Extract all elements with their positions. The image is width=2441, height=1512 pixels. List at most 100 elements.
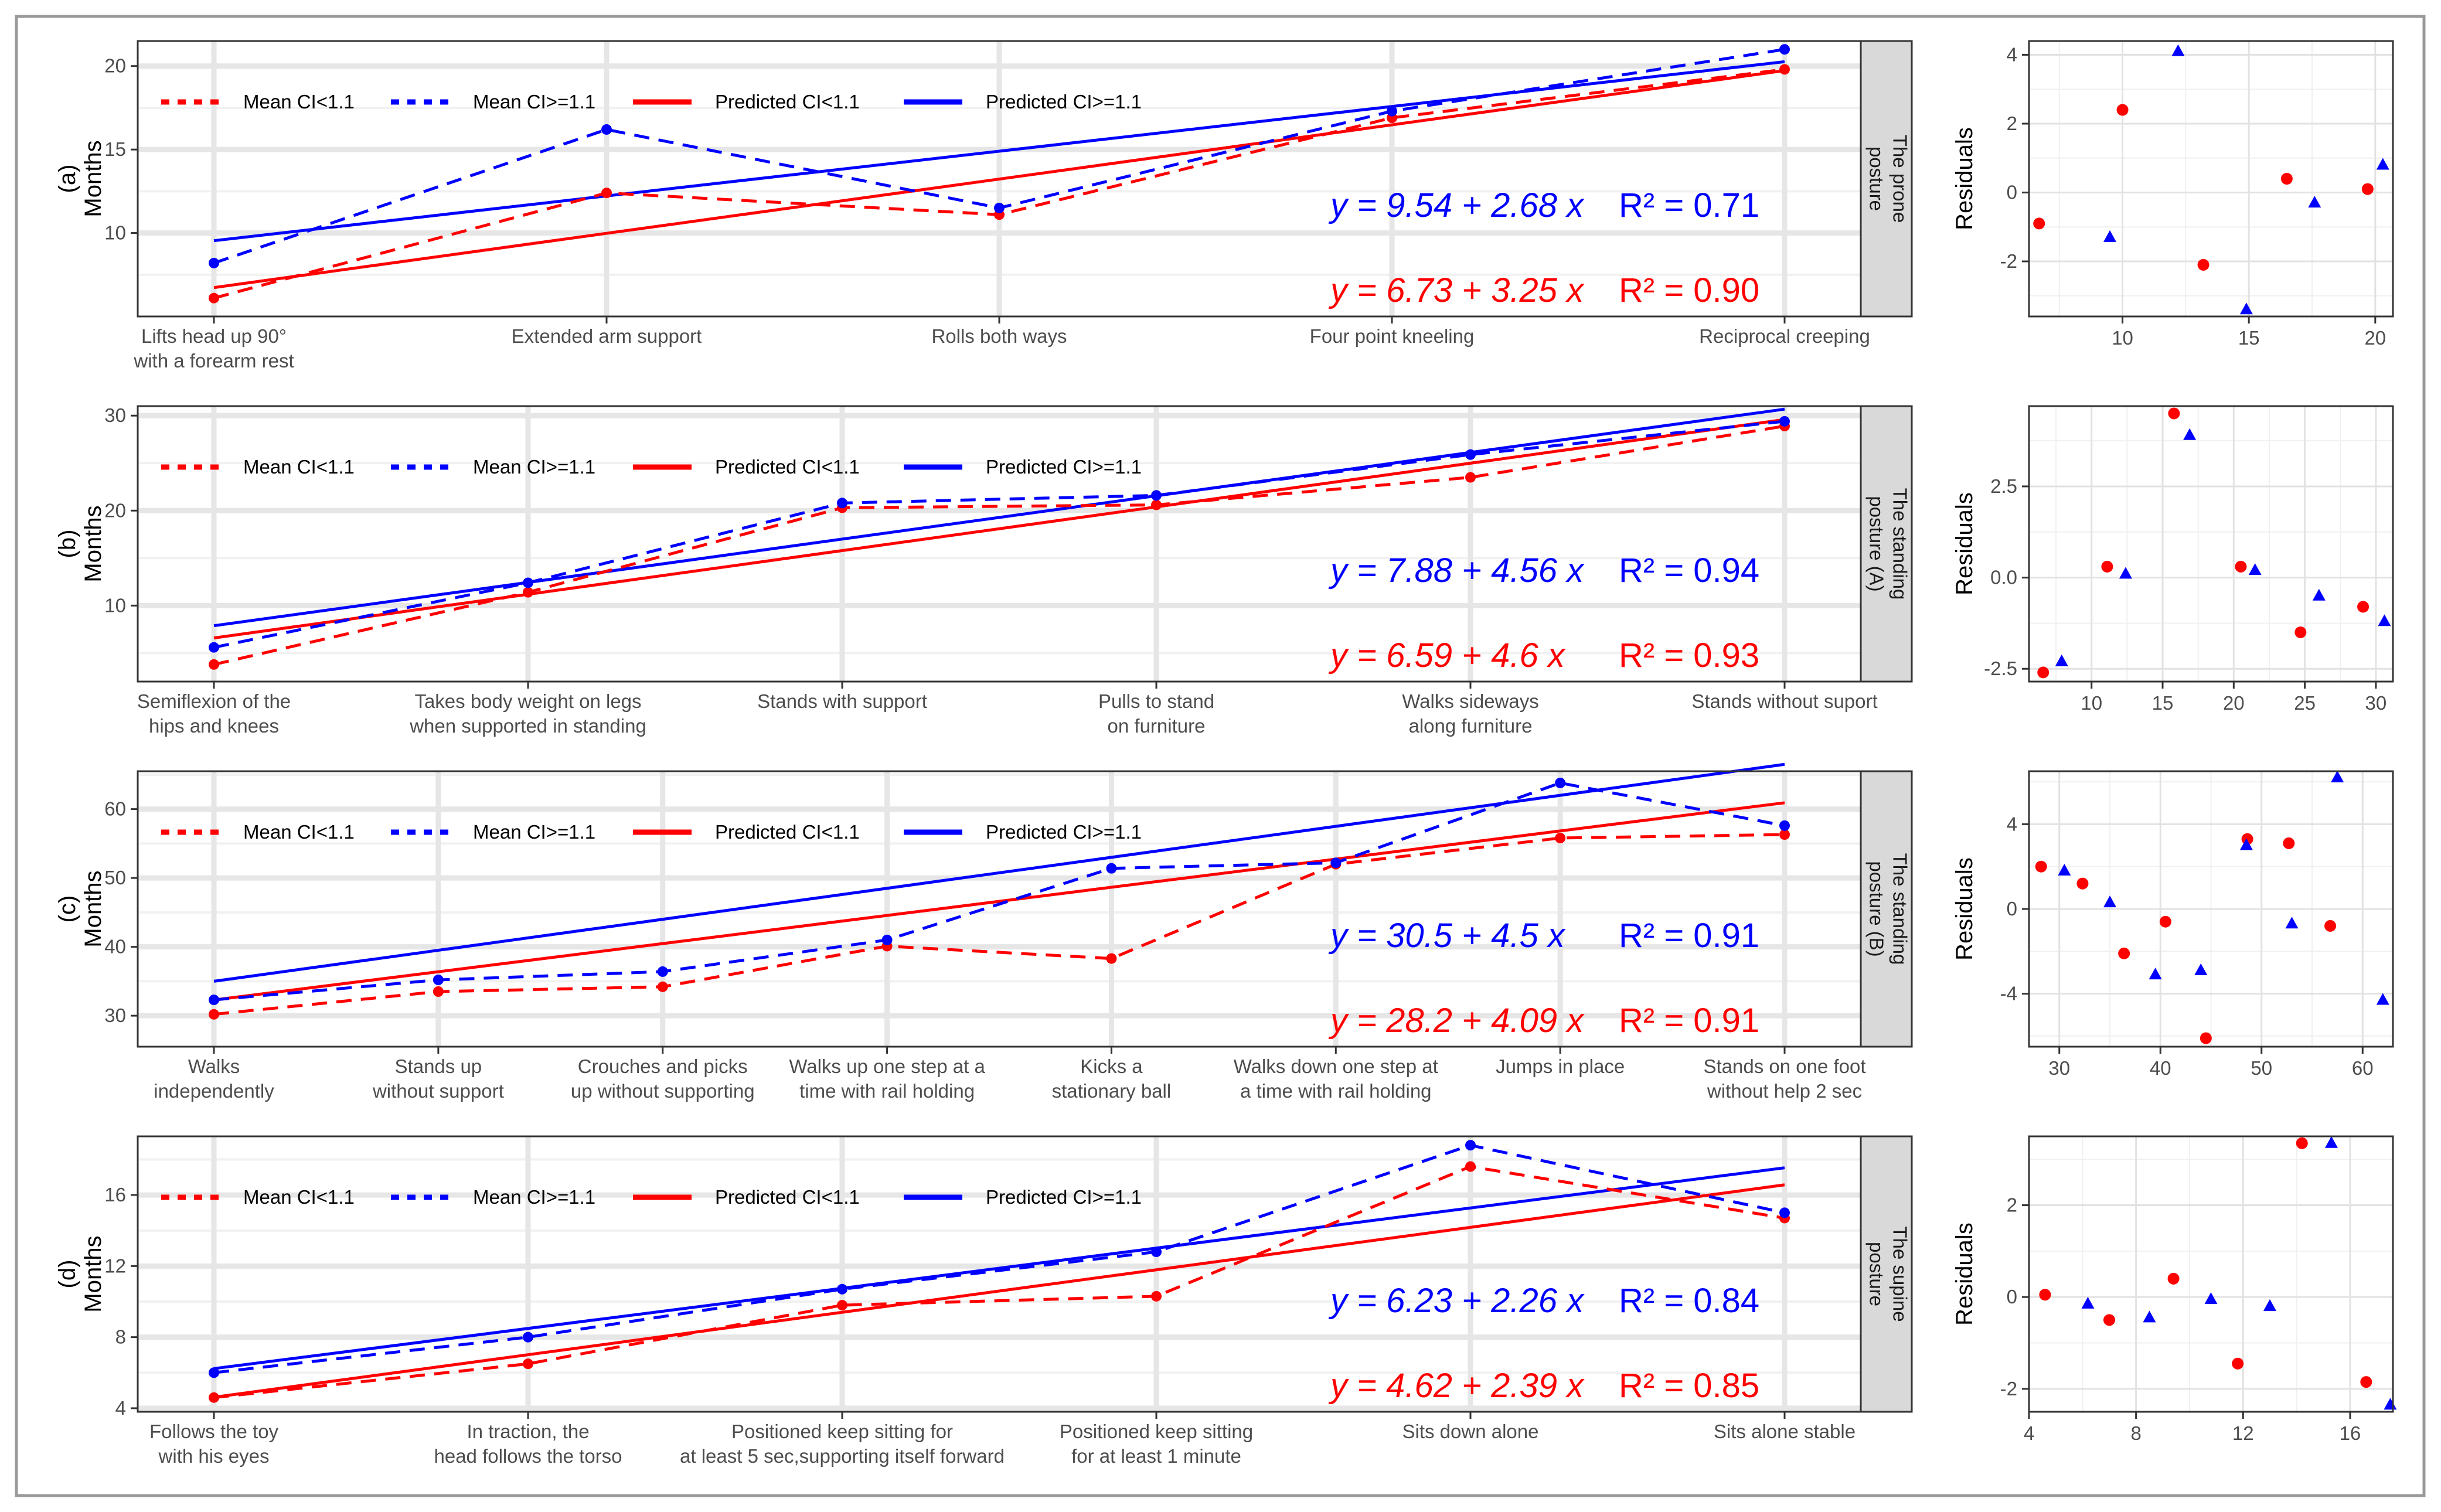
residual-point-low — [2197, 258, 2210, 271]
mean-point-high — [1465, 449, 1476, 460]
legend-label: Mean CI<1.1 — [243, 821, 355, 843]
residual-point-low — [2360, 1376, 2372, 1388]
residual-point-high — [2103, 895, 2116, 908]
mean-point-high — [601, 124, 612, 135]
mean-point-low — [1151, 499, 1162, 510]
mean-point-low — [1779, 64, 1790, 75]
residual-x-tick-label: 10 — [2112, 327, 2133, 349]
x-tick-label: Crouches and picks up without supporting — [571, 1055, 755, 1102]
residual-point-low — [2076, 877, 2089, 890]
residual-x-tick-label: 15 — [2238, 327, 2260, 349]
r-squared-low: R² = 0.90 — [1619, 271, 1759, 309]
legend-label: Mean CI>=1.1 — [473, 1186, 595, 1208]
residual-y-tick-label: 0.0 — [1990, 567, 2017, 588]
residual-y-tick-label: 0 — [2007, 182, 2017, 203]
residual-x-tick-label: 60 — [2352, 1057, 2374, 1079]
r-squared-high: R² = 0.94 — [1619, 551, 1759, 590]
legend-label: Predicted CI>=1.1 — [986, 456, 1142, 478]
residual-point-high — [2055, 654, 2068, 666]
x-tick-label: Positioned keep sitting for at least 5 se… — [680, 1421, 1005, 1467]
facet-strip — [1860, 1135, 1913, 1413]
y-tick-label: 40 — [104, 936, 126, 958]
equation-low: y = 4.62 + 2.39 x — [1328, 1367, 1585, 1405]
residual-point-high — [2081, 1296, 2095, 1309]
residual-point-high — [2324, 1136, 2338, 1148]
residual-point-high — [2263, 1299, 2276, 1311]
residual-x-tick-label: 16 — [2340, 1422, 2361, 1444]
x-tick-label: Pulls to stand on furniture — [1098, 690, 1214, 737]
predicted-line-high — [213, 407, 1785, 628]
y-axis-title: (d)Months — [55, 1235, 106, 1312]
residual-point-high — [2058, 863, 2071, 876]
mean-point-low — [209, 292, 219, 304]
x-tick-label: Walks down one step at a time with rail h… — [1234, 1055, 1438, 1102]
residual-y-tick-label: -2 — [2000, 1378, 2017, 1399]
mean-point-low — [601, 188, 612, 199]
residual-point-low — [2294, 626, 2307, 638]
x-tick-label: Walks independently — [154, 1055, 274, 1102]
legend-label: Predicted CI>=1.1 — [986, 91, 1142, 113]
facet-strip-label: The supineposture — [1866, 1226, 1911, 1322]
r-squared-low: R² = 0.93 — [1619, 636, 1759, 675]
mean-point-high — [1779, 416, 1790, 427]
y-axis-title: (c)Months — [55, 870, 106, 947]
residual-y-tick-label: -4 — [2000, 983, 2017, 1004]
residual-point-high — [2171, 44, 2185, 56]
mean-line-high — [213, 420, 1785, 649]
residual-plot: 10 15 20 -2 0 2 4 Residuals — [1952, 40, 2394, 349]
y-tick-label: 50 — [104, 867, 126, 888]
residual-point-low — [2296, 1137, 2308, 1149]
residual-x-tick-label: 15 — [2152, 692, 2174, 714]
mean-point-low — [433, 986, 444, 997]
residual-point-low — [2116, 104, 2129, 116]
y-axis-title: (b)Months — [55, 505, 106, 582]
mean-point-high — [881, 934, 893, 945]
residual-plot: 10 15 20 25 30 -2.5 0.0 2.5 Residuals — [1952, 405, 2394, 714]
mean-point-high — [1330, 857, 1342, 869]
residual-point-high — [2376, 993, 2389, 1005]
legend-label: Mean CI<1.1 — [243, 91, 355, 113]
y-tick-label: 12 — [104, 1255, 126, 1276]
plot-background — [138, 406, 1861, 682]
legend-label: Predicted CI<1.1 — [715, 91, 860, 113]
residual-background — [2029, 1136, 2393, 1412]
residual-x-tick-label: 20 — [2223, 692, 2245, 714]
mean-point-low — [1106, 953, 1117, 964]
residual-point-low — [2167, 1272, 2180, 1285]
mean-point-low — [1465, 1161, 1476, 1172]
x-tick-label: Takes body weight on legs when supported … — [409, 690, 646, 737]
legend-label: Mean CI>=1.1 — [473, 91, 595, 113]
residual-point-high — [2331, 770, 2344, 782]
residual-point-high — [2149, 968, 2162, 980]
residual-point-low — [2324, 920, 2337, 932]
mean-point-low — [1555, 832, 1566, 843]
residual-y-axis-title: Residuals — [1952, 1222, 1977, 1326]
mean-point-high — [1779, 1207, 1790, 1218]
residual-point-high — [2308, 196, 2321, 208]
x-tick-label: Stands with support — [757, 690, 927, 712]
equation-low: y = 28.2 + 4.09 x — [1328, 1002, 1585, 1040]
r-squared-low: R² = 0.91 — [1619, 1002, 1759, 1040]
predicted-line-high — [213, 60, 1785, 243]
legend-label: Predicted CI>=1.1 — [986, 821, 1142, 843]
residual-point-low — [2168, 407, 2180, 420]
facet-strip-label: The proneposture — [1866, 135, 1911, 223]
legend-label: Mean CI<1.1 — [243, 456, 355, 478]
x-tick-label: Reciprocal creeping — [1699, 325, 1870, 347]
legend: Mean CI<1.1 Mean CI>=1.1 Predicted CI<1.1 P… — [161, 1186, 1142, 1208]
x-tick-label: Stands without suport — [1691, 690, 1877, 712]
residual-x-tick-label: 8 — [2130, 1422, 2141, 1444]
legend-label: Predicted CI<1.1 — [715, 821, 860, 843]
y-tick-label: 60 — [104, 798, 126, 820]
x-tick-label: Positioned keep sitting for at least 1 mi… — [1060, 1421, 1253, 1467]
facet-strip — [1860, 40, 1913, 318]
residual-point-low — [2232, 1357, 2244, 1370]
x-tick-label: Sits down alone — [1402, 1421, 1539, 1442]
residual-background — [2029, 41, 2393, 316]
mean-point-low — [209, 1392, 219, 1403]
x-tick-label: Walks sideways along furniture — [1402, 690, 1539, 737]
residual-point-low — [2039, 1289, 2051, 1301]
residual-point-high — [2239, 302, 2253, 315]
r-squared-high: R² = 0.71 — [1619, 186, 1759, 224]
